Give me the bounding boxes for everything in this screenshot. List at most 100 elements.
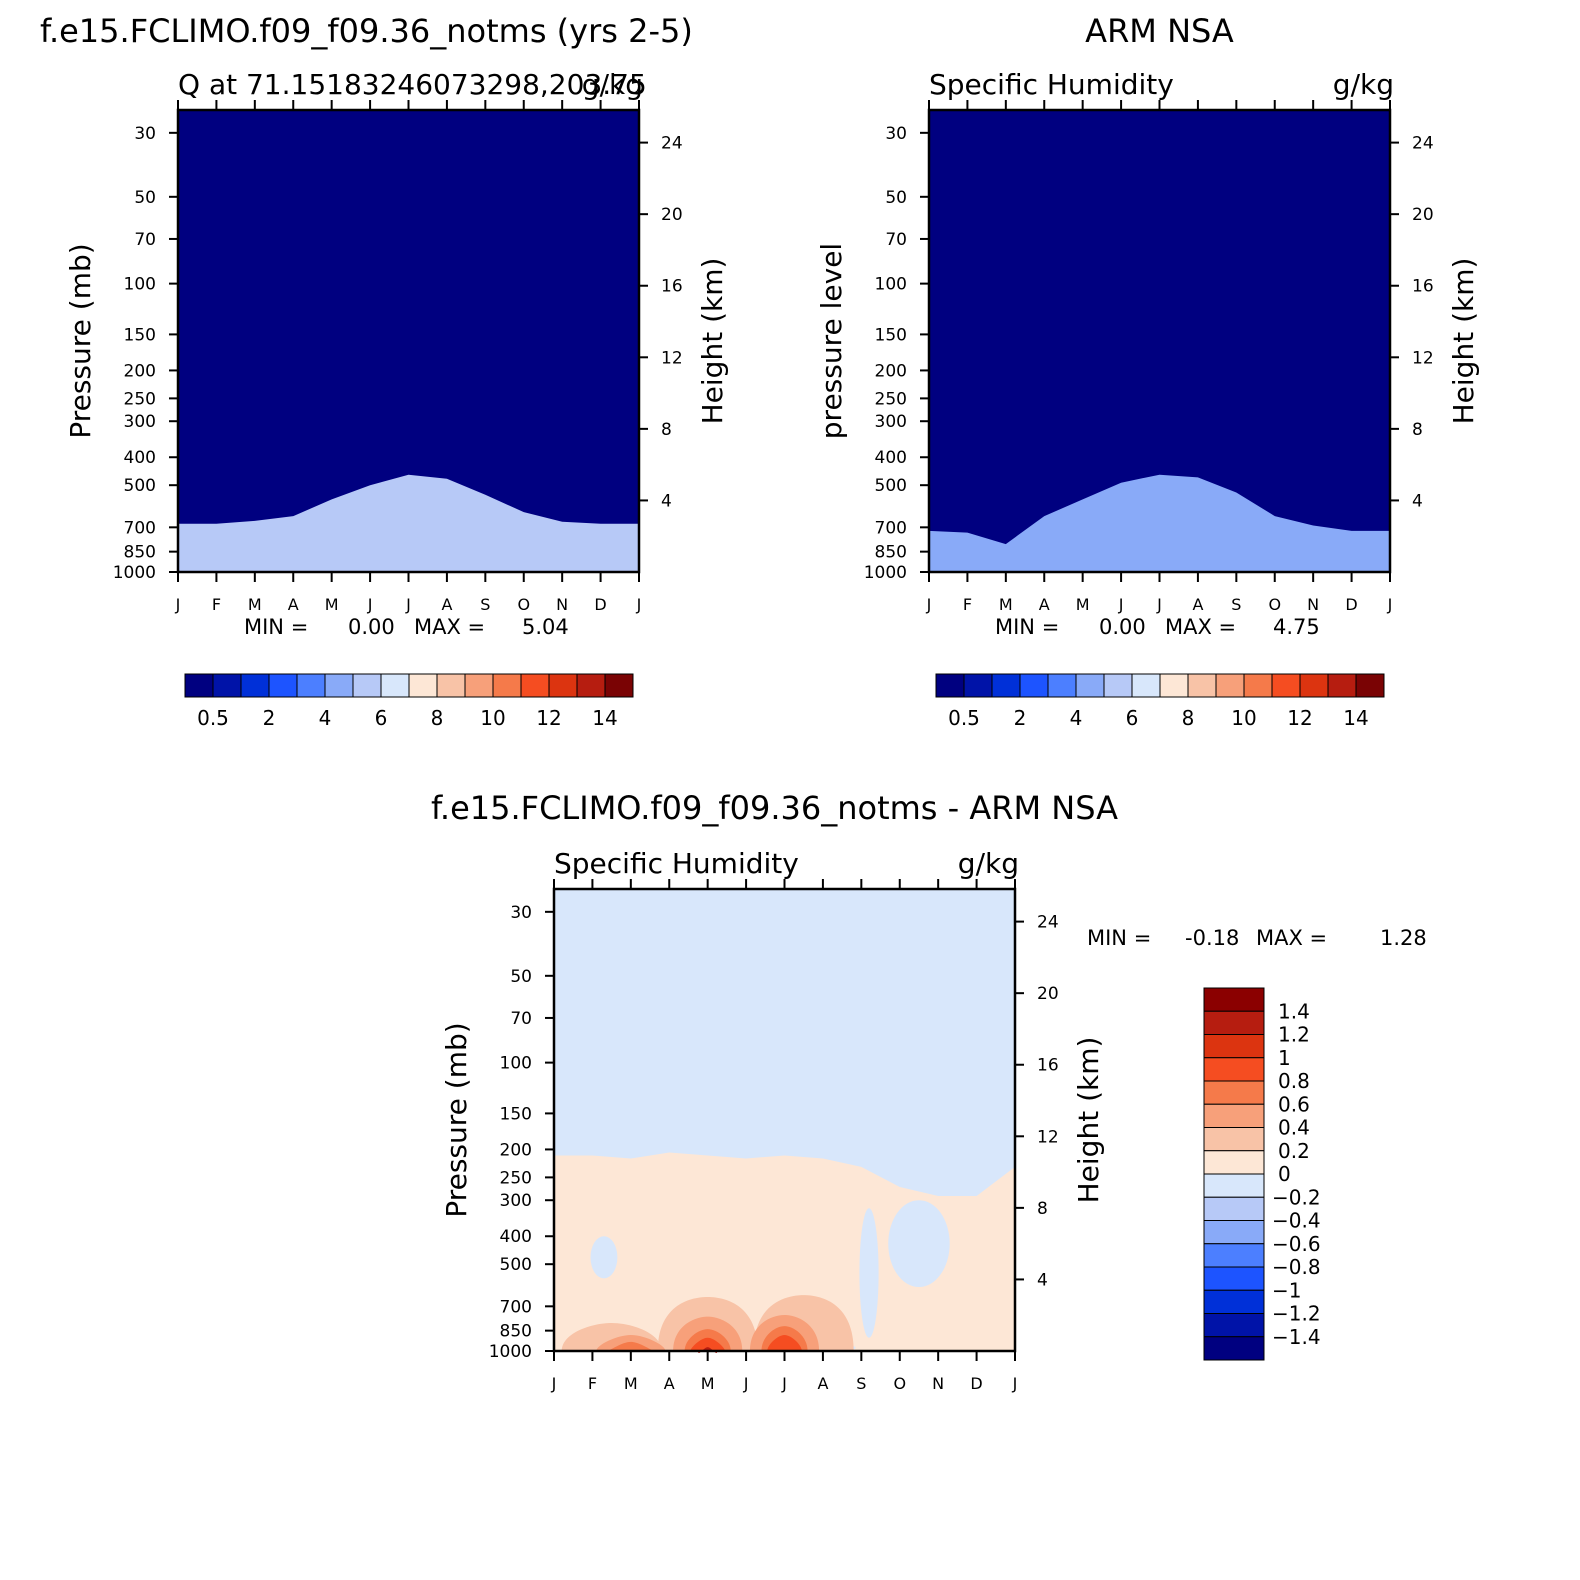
colorbar-swatch (492, 673, 522, 698)
colorbar-swatch (324, 673, 354, 698)
colorbar-label: 0.5 (948, 706, 980, 730)
y-axis-label-left: Pressure (mb) (64, 243, 97, 438)
pressure-tick-label: 300 (124, 412, 156, 432)
height-tick-label: 8 (1037, 1199, 1048, 1219)
pressure-tick-label: 1000 (489, 1342, 532, 1362)
month-tick-label: M (701, 1374, 715, 1393)
month-tick-label: J (781, 1374, 787, 1393)
colorbar-swatch (1215, 673, 1245, 698)
pressure-tick-label: 500 (500, 1255, 532, 1275)
colorbar-label: −0.2 (1272, 1185, 1321, 1209)
pressure-tick-label: 100 (500, 1054, 532, 1074)
colorbar-label: −1.4 (1272, 1325, 1321, 1349)
diff-pocket-negative (859, 1208, 879, 1338)
panel-title: f.e15.FCLIMO.f09_f09.36_notms - ARM NSA (431, 789, 1118, 827)
pressure-tick-label: 1000 (113, 563, 156, 583)
pressure-tick-label: 100 (124, 275, 156, 295)
month-tick-label: S (856, 1374, 866, 1393)
colorbar-swatch (1203, 987, 1265, 1012)
y-axis-label-right: Height (km) (696, 258, 729, 425)
left-string: Specific Humidity (929, 68, 1174, 101)
min-value: -0.18 (1185, 926, 1239, 950)
colorbar-swatch (1075, 673, 1105, 698)
height-tick-label: 20 (1037, 984, 1059, 1004)
max-value: 4.75 (1273, 615, 1320, 639)
height-tick-label: 16 (1037, 1056, 1059, 1076)
pressure-tick-label: 700 (124, 518, 156, 538)
height-tick-label: 4 (661, 491, 672, 511)
pressure-tick-label: 200 (875, 361, 907, 381)
max-label: MAX = (1256, 926, 1327, 950)
colorbar-label: 14 (1343, 706, 1368, 730)
month-tick-label: F (588, 1374, 597, 1393)
month-tick-label: J (551, 1374, 557, 1393)
diff-fill-blob_0_8 (767, 1334, 802, 1351)
pressure-tick-label: 30 (885, 124, 907, 144)
colorbar-label: −0.4 (1272, 1209, 1321, 1233)
month-tick-label: J (405, 595, 411, 614)
left-string: Q at 71.15183246073298,203.75 (178, 68, 647, 101)
colorbar-swatch (1203, 1057, 1265, 1082)
min-label: MIN = (244, 615, 308, 639)
month-tick-label: A (288, 595, 299, 614)
pressure-tick-label: 850 (124, 543, 156, 563)
height-tick-label: 16 (1412, 277, 1434, 297)
colorbar-swatch (1203, 1034, 1265, 1059)
colorbar-swatch (352, 673, 382, 698)
diff-fill-blob_0_8 (690, 1337, 725, 1351)
max-value: 5.04 (522, 615, 569, 639)
pressure-tick-label: 700 (875, 518, 907, 538)
colorbar-swatch (963, 673, 993, 698)
diff-fill-0-0.2 (554, 1152, 1015, 1351)
month-tick-label: D (594, 595, 606, 614)
month-tick-label: F (963, 595, 972, 614)
pressure-tick-label: 850 (875, 543, 907, 563)
colorbar-swatch (1203, 1266, 1265, 1291)
colorbar-swatch (1203, 1150, 1265, 1175)
height-tick-label: 16 (661, 277, 683, 297)
colorbar-label: 4 (1070, 706, 1083, 730)
panel-title: f.e15.FCLIMO.f09_f09.36_notms (yrs 2-5) (40, 12, 693, 50)
right-string: g/kg (1333, 68, 1394, 101)
month-tick-label: M (325, 595, 339, 614)
colorbar-swatch (1187, 673, 1217, 698)
colorbar-swatch (1131, 673, 1161, 698)
month-tick-label: J (367, 595, 373, 614)
colorbar-swatch (380, 673, 410, 698)
colorbar-label: 0.2 (1278, 1139, 1310, 1163)
colorbar-swatch (576, 673, 606, 698)
max-value: 1.28 (1380, 926, 1427, 950)
colorbar-swatch (268, 673, 298, 698)
month-tick-label: M (248, 595, 262, 614)
pressure-tick-label: 400 (875, 448, 907, 468)
month-tick-label: J (1156, 595, 1162, 614)
colorbar-swatch (1203, 1243, 1265, 1268)
y-axis-label-left: pressure level (815, 243, 848, 439)
colorbar-label: 12 (1287, 706, 1312, 730)
colorbar-label: −1 (1272, 1278, 1301, 1302)
month-tick-label: M (999, 595, 1013, 614)
month-tick-label: J (1118, 595, 1124, 614)
pressure-tick-label: 70 (510, 1009, 532, 1029)
colorbar-label: 10 (1231, 706, 1256, 730)
pressure-tick-label: 50 (134, 188, 156, 208)
contour-fill-0.5 (929, 474, 1390, 572)
month-tick-label: A (1039, 595, 1050, 614)
pressure-tick-label: 500 (875, 476, 907, 496)
month-tick-label: N (932, 1374, 944, 1393)
colorbar-label: 0.4 (1278, 1116, 1310, 1140)
colorbar-label: 0.8 (1278, 1069, 1310, 1093)
month-tick-label: J (926, 595, 932, 614)
colorbar-swatch (296, 673, 326, 698)
colorbar-label: 1.2 (1278, 1023, 1310, 1047)
pressure-tick-label: 50 (885, 188, 907, 208)
colorbar-label: 4 (319, 706, 332, 730)
pressure-tick-label: 250 (500, 1168, 532, 1188)
colorbar-swatch (1203, 1220, 1265, 1245)
colorbar-swatch (1203, 1080, 1265, 1105)
colorbar-label: 14 (592, 706, 617, 730)
month-tick-label: F (212, 595, 221, 614)
colorbar-swatch (212, 673, 242, 698)
